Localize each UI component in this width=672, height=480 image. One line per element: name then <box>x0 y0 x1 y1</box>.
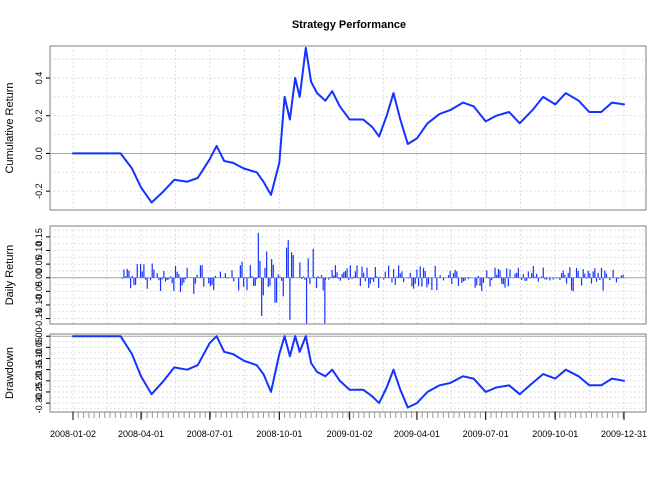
panel-1-ylabel: Cumulative Return <box>4 82 16 173</box>
x-axis-tick-label: 2009-12-31 <box>601 429 647 439</box>
panel-2-ytick-label: -0.15 <box>34 308 44 329</box>
panel-2-ytick-label: -0.05 <box>34 281 44 302</box>
panel-1-frame <box>49 45 647 211</box>
panel-1-ytick-label: -0.2 <box>34 183 44 199</box>
panel-3-ytick-label: -0.05 <box>34 337 44 358</box>
x-axis-tick-label: 2009-07-01 <box>463 429 509 439</box>
panel-2-ylabel: Daily Return <box>4 245 16 306</box>
x-axis-tick-label: 2008-10-01 <box>256 429 302 439</box>
panel-3-ytick-label: -0.10 <box>34 348 44 369</box>
panel-2-frame <box>49 225 647 325</box>
panel-2-ytick-label: 0.00 <box>34 269 44 287</box>
chart-title: Strategy Performance <box>292 19 406 31</box>
panel-1-ytick-label: 0.2 <box>34 109 44 122</box>
panel-1-ytick-label: 0.4 <box>34 72 44 85</box>
x-axis-tick-label: 2009-01-02 <box>327 429 373 439</box>
panel-3-series-line <box>72 335 625 409</box>
panel-3-ytick-label: -0.15 <box>34 359 44 380</box>
panel-1-ytick-label: 0.0 <box>34 147 44 160</box>
panel-3-ytick-label: -0.20 <box>34 371 44 392</box>
x-axis-tick-label: 2009-10-01 <box>532 429 578 439</box>
panel-3-ytick-label: 0.00 <box>34 327 44 345</box>
panel-3-ytick-label: -0.30 <box>34 393 44 414</box>
x-axis-tick-label: 2009-04-01 <box>394 429 440 439</box>
x-axis-tick-label: 2008-04-01 <box>118 429 164 439</box>
x-axis-tick-label: 2008-01-02 <box>50 429 96 439</box>
panel-2-ytick-label: 0.15 <box>34 228 44 246</box>
panel-3-ytick-label: -0.25 <box>34 382 44 403</box>
panel-2-ytick-label: 0.10 <box>34 242 44 260</box>
panel-2-ytick-label: 0.05 <box>34 255 44 273</box>
x-axis-tick-label: 2008-07-01 <box>187 429 233 439</box>
panel-1-series-line <box>72 46 625 204</box>
panel-3-ylabel: Drawdown <box>4 347 16 399</box>
panel-2-ytick-label: -0.10 <box>34 295 44 316</box>
